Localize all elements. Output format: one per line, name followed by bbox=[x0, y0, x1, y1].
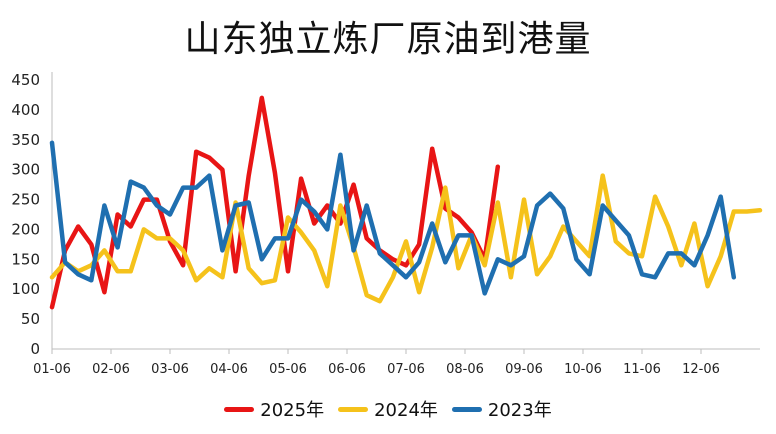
y-tick-label: 450 bbox=[11, 71, 40, 89]
x-tick-label: 09-06 bbox=[505, 362, 543, 377]
y-tick-label: 100 bbox=[11, 280, 40, 298]
legend-item-2024: 2024年 bbox=[338, 396, 438, 422]
legend-swatch-2023 bbox=[451, 406, 482, 412]
x-tick-label: 07-06 bbox=[387, 362, 425, 377]
legend-swatch-2024 bbox=[338, 406, 369, 412]
legend-swatch-2025 bbox=[224, 406, 255, 412]
legend-item-2025: 2025年 bbox=[224, 396, 324, 422]
y-tick-label: 250 bbox=[11, 191, 40, 209]
legend-label-2025: 2025年 bbox=[260, 400, 325, 421]
y-tick-label: 0 bbox=[30, 340, 40, 358]
y-tick-label: 300 bbox=[11, 161, 40, 179]
x-tick-label: 06-06 bbox=[328, 362, 366, 377]
chart-title: 山东独立炼厂原油到港量 bbox=[184, 19, 592, 60]
series-line-2025 bbox=[49, 95, 501, 310]
y-tick-label: 350 bbox=[11, 131, 40, 149]
x-tick-label: 11-06 bbox=[623, 362, 661, 377]
x-tick-label: 01-06 bbox=[33, 362, 71, 377]
legend-label-2023: 2023年 bbox=[487, 400, 552, 421]
legend: 2025年 2024年 2023年 bbox=[0, 396, 776, 422]
x-tick-label: 05-06 bbox=[269, 362, 307, 377]
y-tick-label: 50 bbox=[21, 310, 40, 328]
x-tick-label: 03-06 bbox=[151, 362, 189, 377]
legend-label-2024: 2024年 bbox=[374, 400, 438, 421]
x-tick-label: 02-06 bbox=[92, 362, 130, 377]
series-line-2023 bbox=[49, 140, 737, 296]
legend-item-2023: 2023年 bbox=[451, 396, 552, 422]
x-tick-label: 10-06 bbox=[564, 362, 602, 377]
y-tick-label: 200 bbox=[11, 220, 40, 238]
x-tick-label: 12-06 bbox=[682, 362, 720, 377]
y-tick-label: 150 bbox=[11, 250, 40, 268]
x-tick-label: 08-06 bbox=[446, 362, 484, 377]
x-tick-label: 04-06 bbox=[210, 362, 248, 377]
y-tick-label: 400 bbox=[11, 101, 40, 119]
series-line-2024 bbox=[49, 173, 763, 304]
